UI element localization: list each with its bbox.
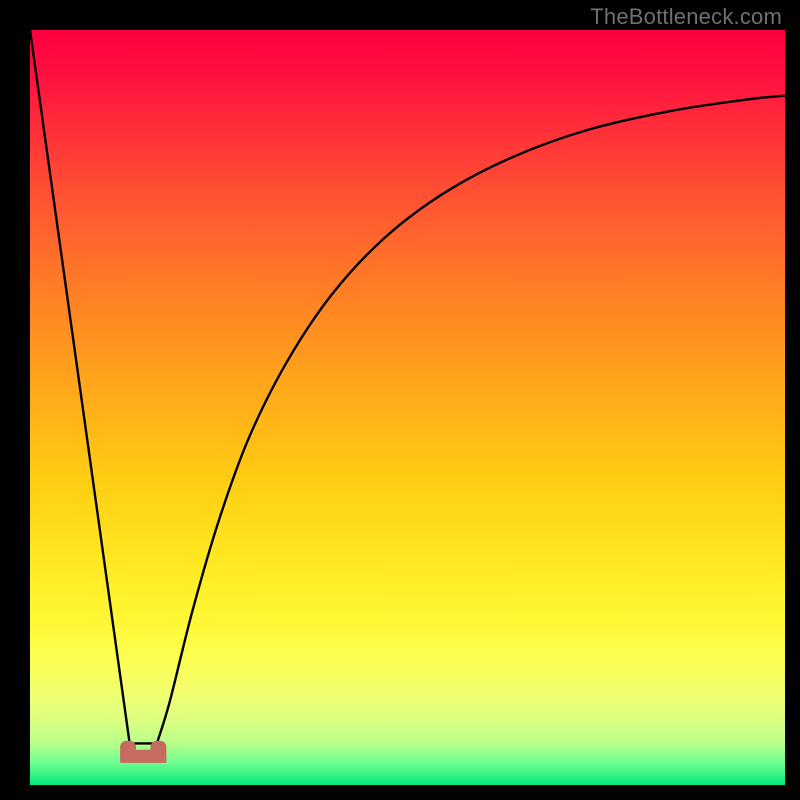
watermark-text: TheBottleneck.com bbox=[590, 4, 782, 30]
plot-background-gradient bbox=[30, 30, 785, 785]
bottleneck-chart bbox=[0, 0, 800, 800]
chart-container: TheBottleneck.com bbox=[0, 0, 800, 800]
